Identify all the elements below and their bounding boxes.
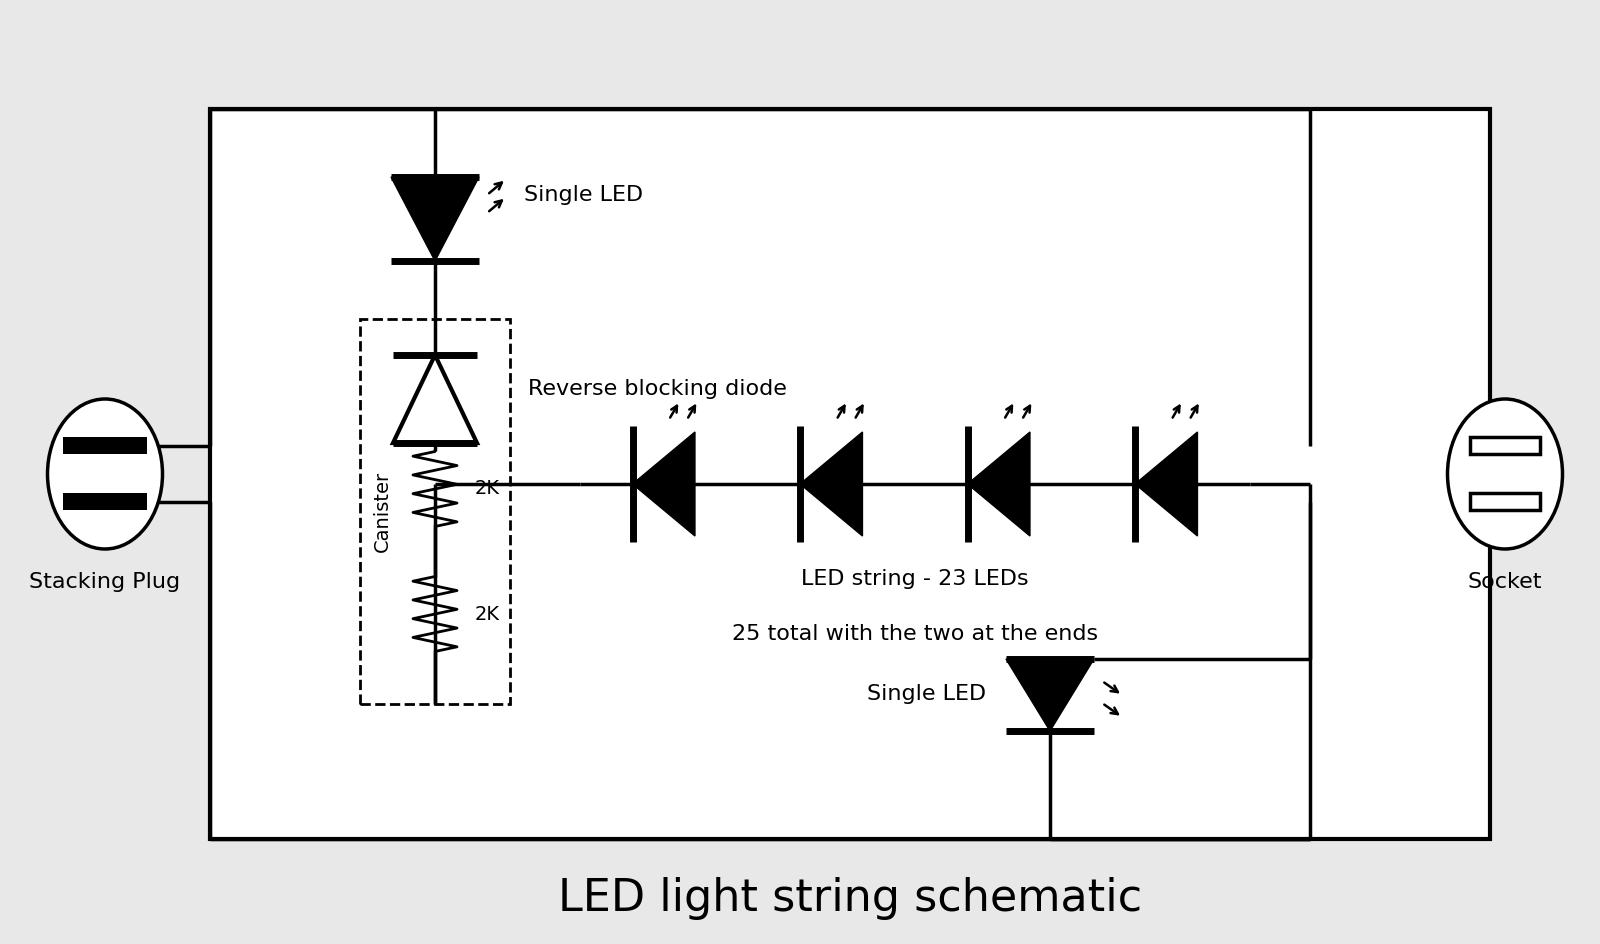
Polygon shape [800,432,862,536]
Bar [360,319,510,704]
Text: LED string - 23 LEDs: LED string - 23 LEDs [802,569,1029,589]
Text: Canister: Canister [373,471,392,552]
Polygon shape [632,432,694,536]
Polygon shape [390,177,478,261]
Polygon shape [1006,659,1094,731]
Text: Reverse blocking diode: Reverse blocking diode [528,379,787,399]
Text: LED light string schematic: LED light string schematic [558,878,1142,920]
Polygon shape [1134,432,1197,536]
Bar [62,437,147,454]
Text: Socket: Socket [1467,572,1542,592]
Ellipse shape [1448,399,1563,549]
Text: Stacking Plug: Stacking Plug [29,572,181,592]
Bar [210,109,1490,839]
Text: 2K: 2K [475,604,499,623]
Bar [62,494,147,511]
Polygon shape [968,432,1030,536]
Text: 25 total with the two at the ends: 25 total with the two at the ends [731,624,1098,644]
Text: 2K: 2K [475,480,499,498]
Bar [1470,494,1539,511]
Ellipse shape [48,399,163,549]
Text: Single LED: Single LED [525,185,643,205]
Bar [1470,437,1539,454]
Text: Single LED: Single LED [867,684,986,704]
